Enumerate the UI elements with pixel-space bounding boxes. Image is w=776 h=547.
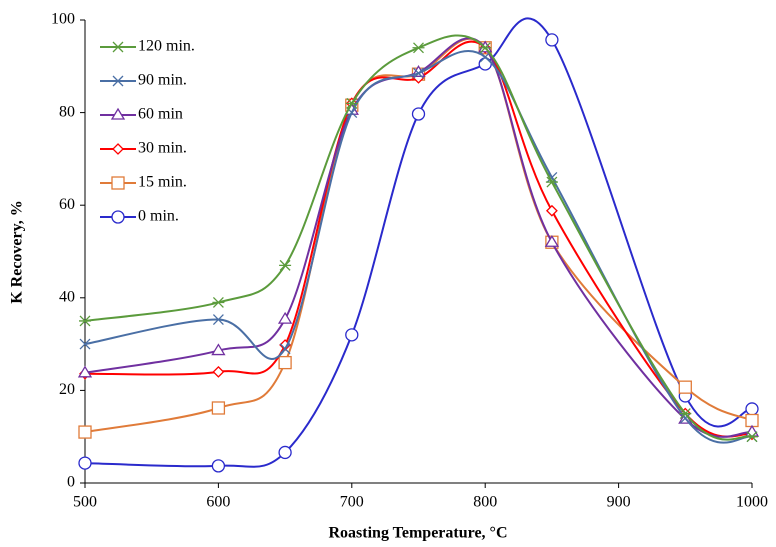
marker — [545, 33, 559, 47]
legend-label: 120 min. — [138, 38, 195, 55]
marker — [544, 234, 560, 247]
legend-label: 90 min. — [138, 72, 187, 89]
marker — [278, 355, 292, 370]
marker — [212, 365, 225, 378]
series-line — [84, 34, 753, 441]
marker — [211, 459, 226, 473]
marker — [279, 259, 292, 271]
marker — [413, 67, 424, 79]
marker — [345, 328, 359, 342]
marker — [545, 204, 558, 217]
marker — [411, 107, 426, 121]
marker — [479, 51, 491, 63]
marker — [110, 107, 126, 120]
marker — [78, 425, 92, 439]
marker — [679, 408, 692, 420]
marker — [111, 210, 125, 224]
y-tick-label: 40 — [59, 288, 75, 305]
marker — [211, 343, 226, 356]
marker — [545, 176, 558, 188]
y-tick-label: 20 — [59, 381, 75, 398]
legend-label: 60 min — [138, 106, 183, 123]
marker — [279, 343, 291, 355]
marker — [278, 445, 292, 460]
y-axis-label: K Recovery, % — [9, 200, 26, 304]
marker — [111, 176, 125, 190]
x-axis-label: Roasting Temperature, °C — [329, 525, 508, 542]
marker — [79, 315, 91, 327]
marker — [212, 314, 224, 326]
marker — [77, 365, 93, 378]
marker — [212, 296, 225, 308]
marker — [112, 75, 124, 87]
legend-label: 0 min. — [138, 208, 179, 225]
series-line — [84, 37, 753, 438]
marker — [679, 412, 691, 424]
marker — [745, 402, 759, 416]
marker — [678, 380, 692, 394]
series-line — [84, 40, 753, 438]
marker — [277, 311, 293, 324]
y-tick-label: 60 — [59, 196, 75, 213]
y-tick-label: 80 — [59, 103, 75, 120]
legend-label: 15 min. — [138, 174, 187, 191]
marker — [112, 143, 124, 155]
marker — [745, 413, 759, 428]
x-tick-label: 1000 — [736, 494, 768, 511]
legend: 120 min. 90 min. 60 min 30 min. 15 min. 0 min… — [100, 38, 195, 225]
x-tick-label: 600 — [206, 494, 230, 511]
marker — [79, 338, 91, 350]
series-line — [84, 17, 753, 468]
marker — [412, 42, 425, 54]
x-tick-label: 800 — [473, 494, 497, 511]
legend-label: 30 min. — [138, 140, 187, 157]
x-tick-label: 500 — [73, 494, 97, 511]
marker — [345, 97, 358, 109]
marker — [211, 401, 226, 415]
marker — [746, 431, 758, 443]
marker — [112, 41, 124, 53]
y-tick-label: 100 — [51, 11, 75, 28]
marker — [479, 42, 492, 54]
x-tick-label: 700 — [340, 494, 364, 511]
x-tick-label: 900 — [607, 494, 631, 511]
y-tick-label: 0 — [67, 474, 75, 491]
marker — [78, 456, 92, 470]
marker — [744, 424, 760, 437]
